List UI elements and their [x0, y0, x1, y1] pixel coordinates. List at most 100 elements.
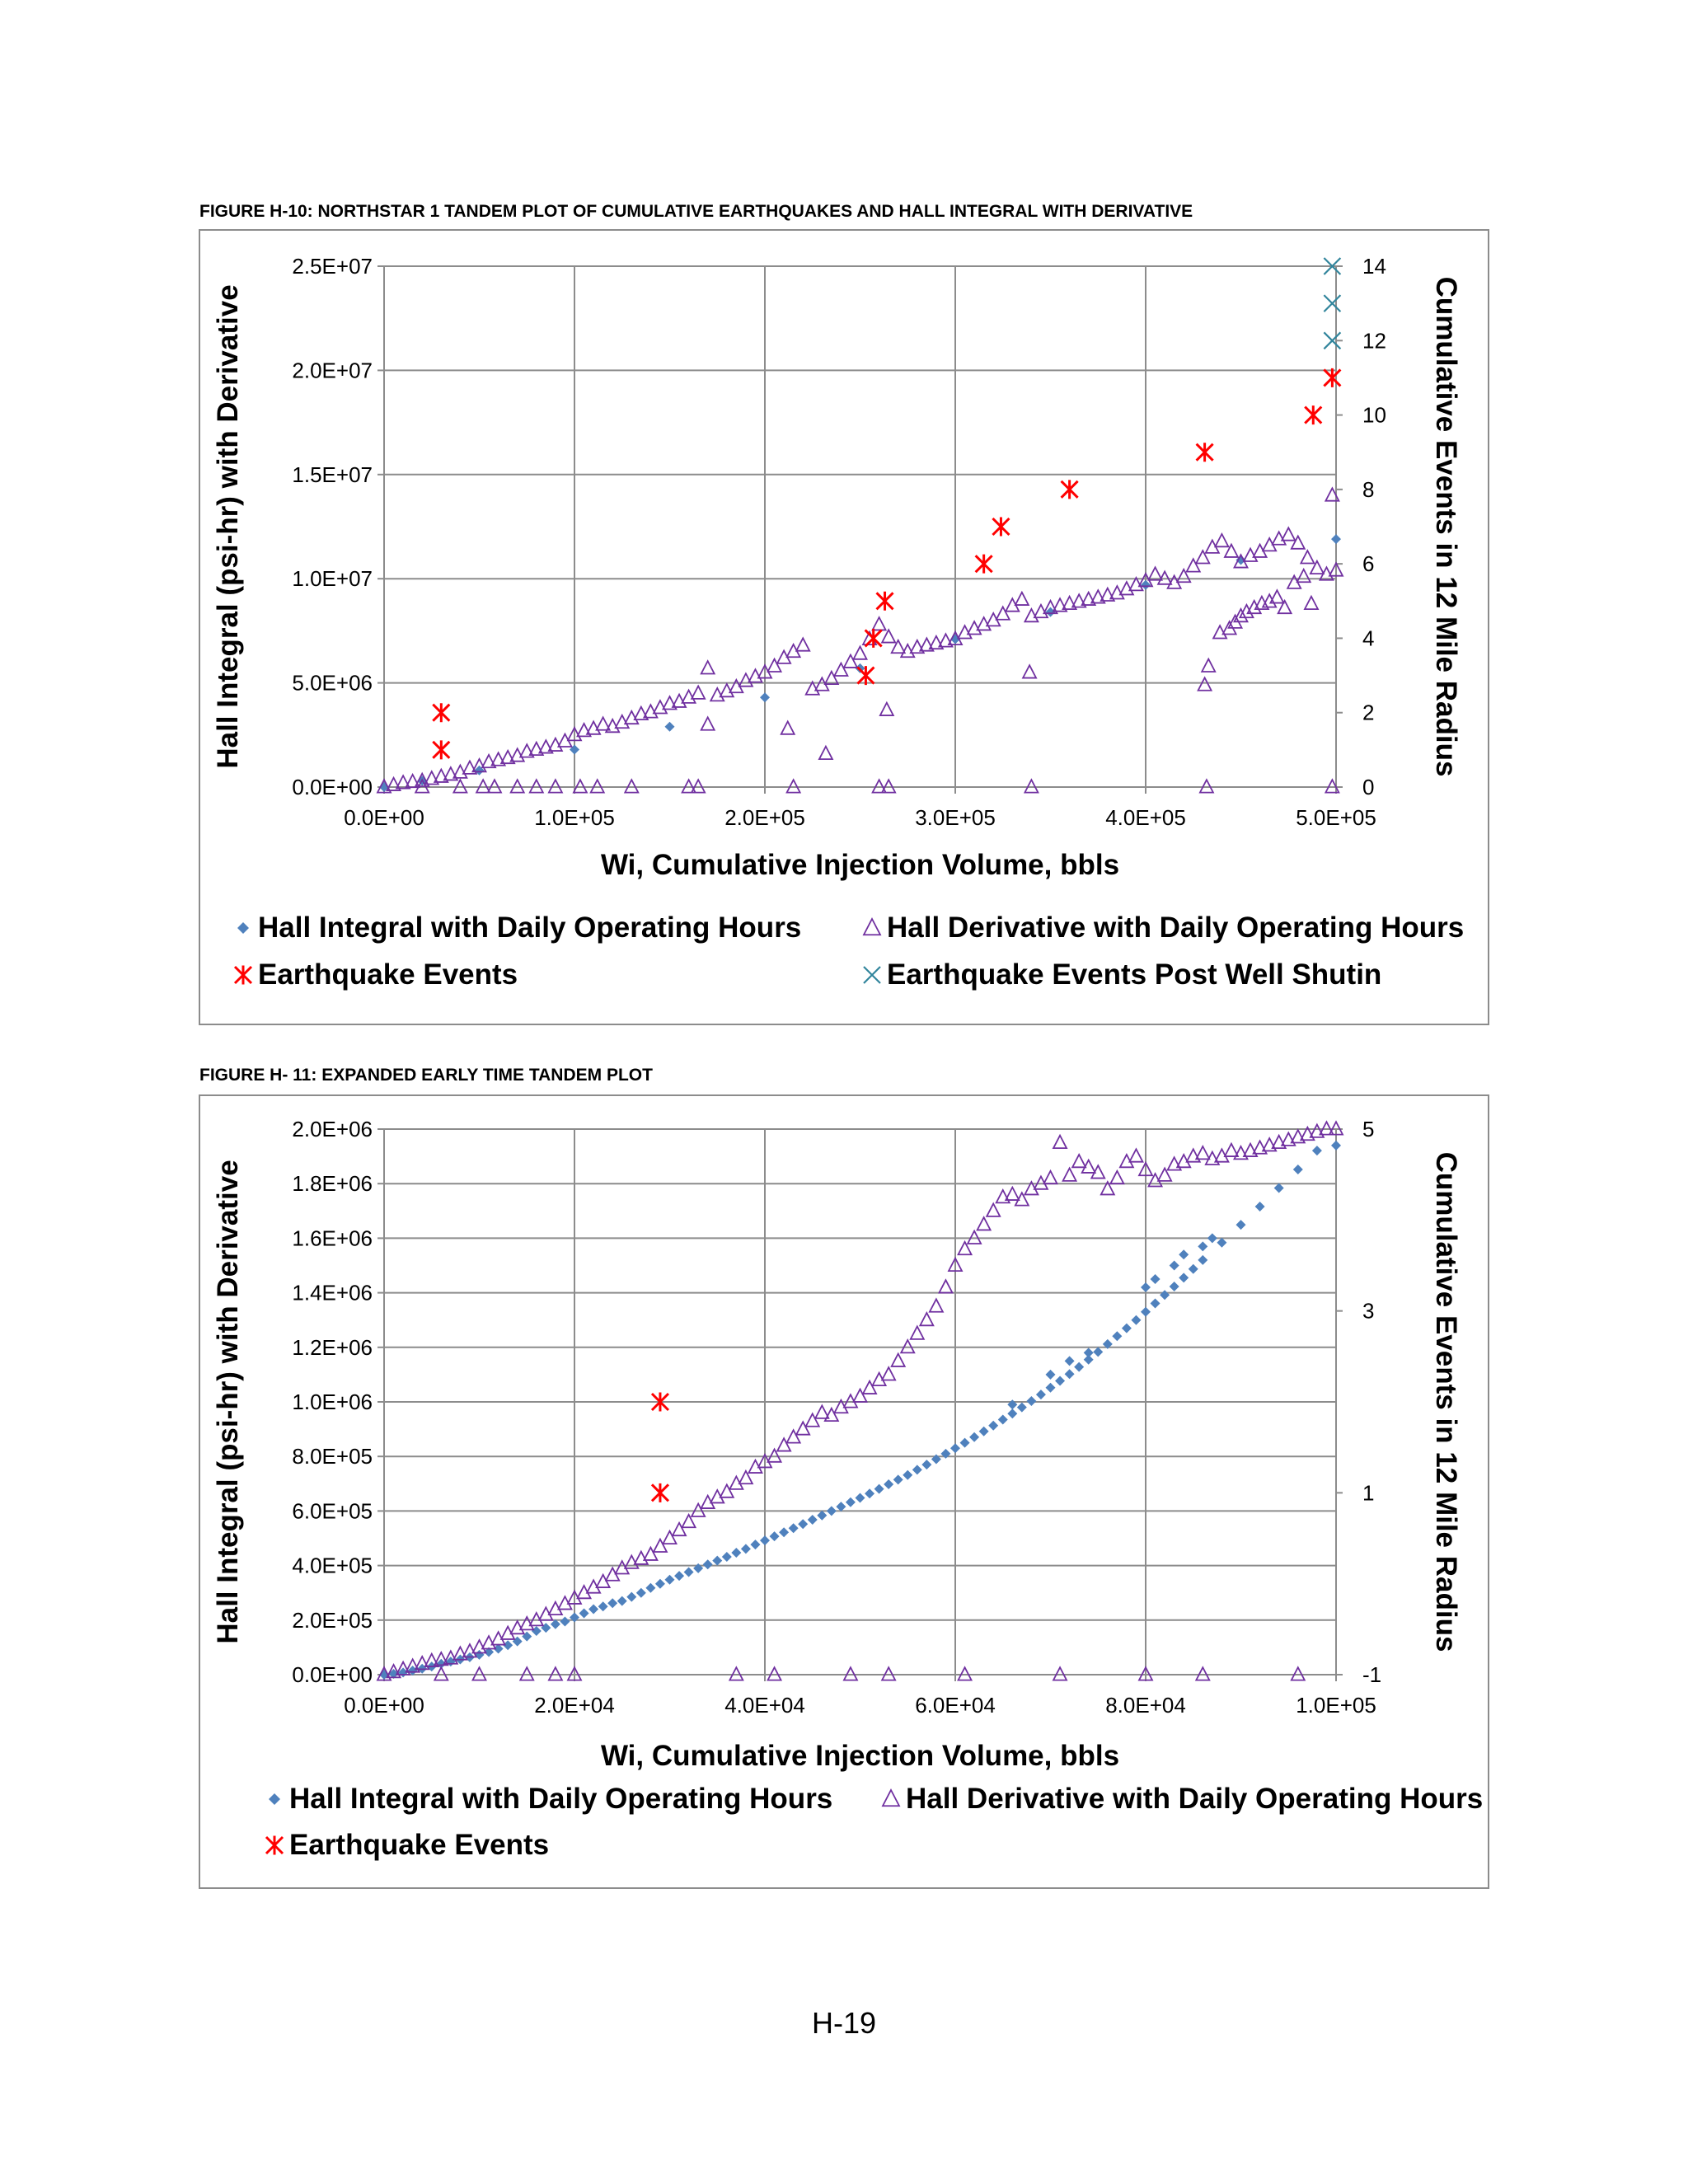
triangle-point	[1303, 594, 1320, 611]
triangle-point	[1175, 567, 1192, 583]
diamond-point	[1141, 1282, 1151, 1292]
triangle-point	[471, 1666, 487, 1681]
diamond-point	[1026, 1396, 1037, 1407]
triangle-point	[547, 1666, 564, 1681]
diamond-point	[1007, 1408, 1018, 1419]
triangle-point	[957, 1240, 973, 1256]
triangle-point	[785, 1428, 802, 1444]
diamond-point	[702, 1559, 713, 1570]
series-star	[432, 368, 1342, 760]
x-axis-title: Wi, Cumulative Injection Volume, bbls	[601, 849, 1119, 881]
diamond-point	[1150, 1298, 1160, 1309]
triangle-point	[1062, 1166, 1078, 1182]
triangle-point	[499, 748, 516, 765]
triangle-point	[433, 767, 449, 783]
y-tick-label: 1.5E+07	[292, 462, 373, 487]
legend-triangle-icon	[881, 1788, 901, 1807]
y-tick-label: 6.0E+05	[292, 1498, 373, 1523]
triangle-point	[633, 705, 649, 721]
triangle-point	[376, 1666, 392, 1681]
diamond-point	[683, 1567, 694, 1577]
triangle-point	[1261, 1137, 1278, 1152]
diamond-point	[721, 1552, 732, 1563]
diamond-point	[388, 1669, 399, 1680]
triangle-point	[1246, 598, 1263, 615]
y-tick-label: 4.0E+05	[292, 1554, 373, 1578]
triangle-point	[1233, 607, 1249, 623]
diamond-point	[1074, 1361, 1085, 1372]
x-tick-label: 2.0E+04	[534, 1693, 615, 1718]
diamond-point	[855, 1493, 865, 1503]
y2-tick-label: 4	[1362, 626, 1374, 650]
legend-label: Hall Integral with Daily Operating Hours	[289, 1783, 832, 1815]
triangle-point	[995, 1188, 1011, 1204]
series-diamond	[379, 1140, 1341, 1680]
diamond-point	[969, 1432, 980, 1442]
diamond-point	[1121, 1323, 1132, 1333]
triangle-point	[528, 778, 545, 794]
triangle-point	[414, 778, 430, 794]
triangle-point	[709, 1488, 725, 1504]
triangle-point	[976, 1216, 992, 1231]
star-point	[432, 740, 451, 760]
y-tick-label: 1.6E+06	[292, 1226, 373, 1250]
chart-frame-h11: 0.0E+00 2.0E+04 4.0E+04 6.0E+04 8.0E+04 1.0E+…	[199, 1094, 1489, 1889]
triangle-point	[652, 1537, 668, 1553]
y-tick-label: 0.0E+00	[292, 775, 373, 799]
triangle-point	[861, 1379, 878, 1394]
triangle-point	[767, 657, 783, 673]
legend-diamond-icon	[269, 1793, 280, 1805]
diamond-point	[617, 1596, 627, 1606]
y2-tick-label: 10	[1362, 403, 1386, 428]
y-tick-label: 8.0E+05	[292, 1444, 373, 1469]
triangle-point	[490, 1630, 507, 1646]
triangle-point	[728, 1666, 744, 1681]
y2-tick-label: 12	[1362, 328, 1386, 353]
triangle-point	[662, 695, 678, 710]
y-tick-label: 0.0E+00	[292, 1662, 373, 1687]
diamond-point	[807, 1514, 818, 1525]
triangle-point	[1128, 1147, 1144, 1163]
triangle-point	[1290, 534, 1306, 550]
legend-entry: Hall Derivative with Daily Operating Hou…	[862, 912, 1464, 944]
diamond-point	[503, 1640, 513, 1651]
diamond-point	[1188, 1263, 1198, 1274]
triangle-point	[414, 771, 430, 787]
diamond-point	[712, 1555, 723, 1566]
triangle-point	[662, 1529, 678, 1544]
x-point	[1323, 294, 1342, 312]
diamond-point	[988, 1420, 999, 1431]
y-tick-label: 2.0E+07	[292, 358, 373, 382]
diamond-point	[740, 1544, 751, 1554]
triangle-point	[1043, 1169, 1058, 1185]
triangle-point	[518, 743, 535, 758]
x-tick-label: 4.0E+04	[724, 1693, 805, 1718]
series-x	[1323, 257, 1342, 350]
star-point	[864, 628, 883, 648]
diamond-point	[950, 1443, 960, 1454]
triangle-point	[785, 778, 802, 794]
triangle-point	[690, 778, 706, 794]
triangle-point	[823, 669, 840, 686]
triangle-point	[1197, 676, 1213, 691]
triangle-point	[1238, 602, 1254, 619]
diamond-point	[940, 1448, 951, 1459]
triangle-point	[880, 778, 897, 794]
triangle-point	[681, 778, 697, 794]
y-tick-label: 1.8E+06	[292, 1171, 373, 1196]
triangle-point	[719, 1483, 735, 1498]
x-tick-label: 1.0E+05	[1296, 1693, 1376, 1718]
triangle-point	[1062, 594, 1078, 611]
diamond-point	[1198, 1241, 1208, 1252]
diamond-point	[541, 1623, 551, 1633]
diamond-point	[1179, 1249, 1189, 1260]
triangle-point	[1081, 590, 1097, 606]
diamond-point	[1150, 1274, 1160, 1285]
triangle-point	[780, 719, 796, 735]
triangle-point	[842, 1666, 859, 1681]
triangle-point	[1277, 598, 1293, 615]
y-tick-label: 5.0E+06	[292, 671, 373, 696]
diamond-point	[1045, 1382, 1056, 1393]
triangle-point	[1166, 1155, 1183, 1171]
y2-tick-label: 14	[1362, 254, 1386, 279]
